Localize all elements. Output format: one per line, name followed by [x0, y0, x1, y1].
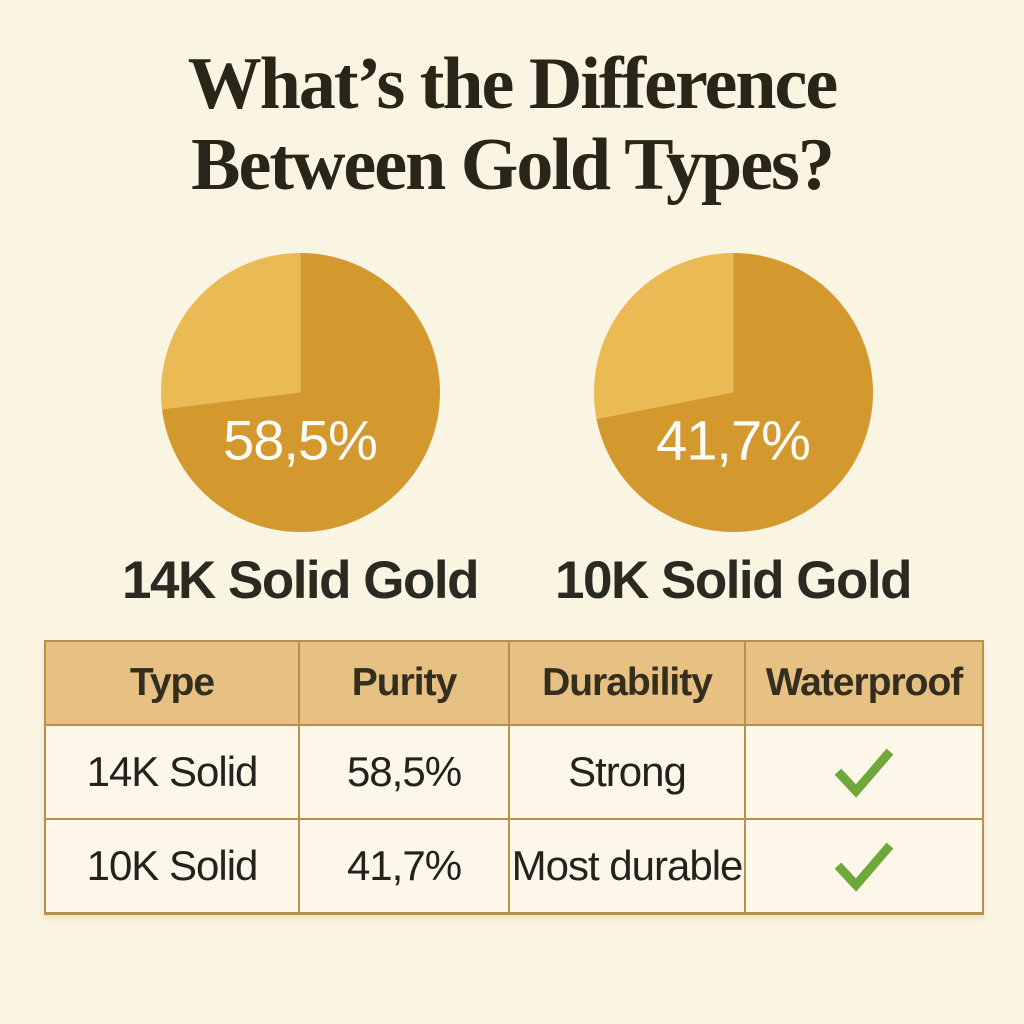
title-line-2: Between Gold Types?: [191, 124, 835, 207]
pie-caption-10k: 10K Solid Gold: [555, 551, 912, 610]
table-header-row: Type Purity Durability Waterproof: [44, 640, 984, 726]
cell-durability-14k: Strong: [508, 724, 746, 820]
cell-purity-10k: 41,7%: [298, 818, 510, 915]
cell-type-10k: 10K Solid: [44, 818, 300, 915]
pie-value-label-10k: 41,7%: [656, 408, 811, 472]
column-header-waterproof: Waterproof: [744, 640, 984, 726]
pie-value-label-14k: 58,5%: [223, 408, 378, 472]
checkmark-icon: [834, 842, 894, 892]
pie-caption-14k: 14K Solid Gold: [122, 551, 479, 610]
pie-figure-10k: 41,7% 10K Solid Gold: [513, 253, 953, 611]
table-row-14k: 14K Solid 58,5% Strong: [44, 724, 984, 820]
table-row-10k: 10K Solid 41,7% Most durable: [44, 818, 984, 915]
cell-durability-10k: Most durable: [508, 818, 746, 915]
pie-chart-10k: 41,7%: [593, 253, 873, 532]
comparison-table: Type Purity Durability Waterproof 14K So…: [44, 640, 984, 915]
column-header-type: Type: [44, 640, 300, 726]
cell-waterproof-10k: [744, 818, 984, 915]
title-line-1: What’s the Difference: [187, 43, 838, 125]
column-header-durability: Durability: [508, 640, 746, 726]
pie-chart-14k: 58,5%: [160, 253, 440, 532]
page-title: What’s the Difference Between Gold Types…: [0, 43, 1024, 207]
cell-waterproof-14k: [744, 724, 984, 820]
cell-purity-14k: 58,5%: [298, 724, 510, 820]
cell-type-14k: 14K Solid: [44, 724, 300, 820]
checkmark-icon: [834, 748, 894, 798]
column-header-purity: Purity: [298, 640, 510, 726]
pie-figure-14k: 58,5% 14K Solid Gold: [80, 253, 520, 611]
